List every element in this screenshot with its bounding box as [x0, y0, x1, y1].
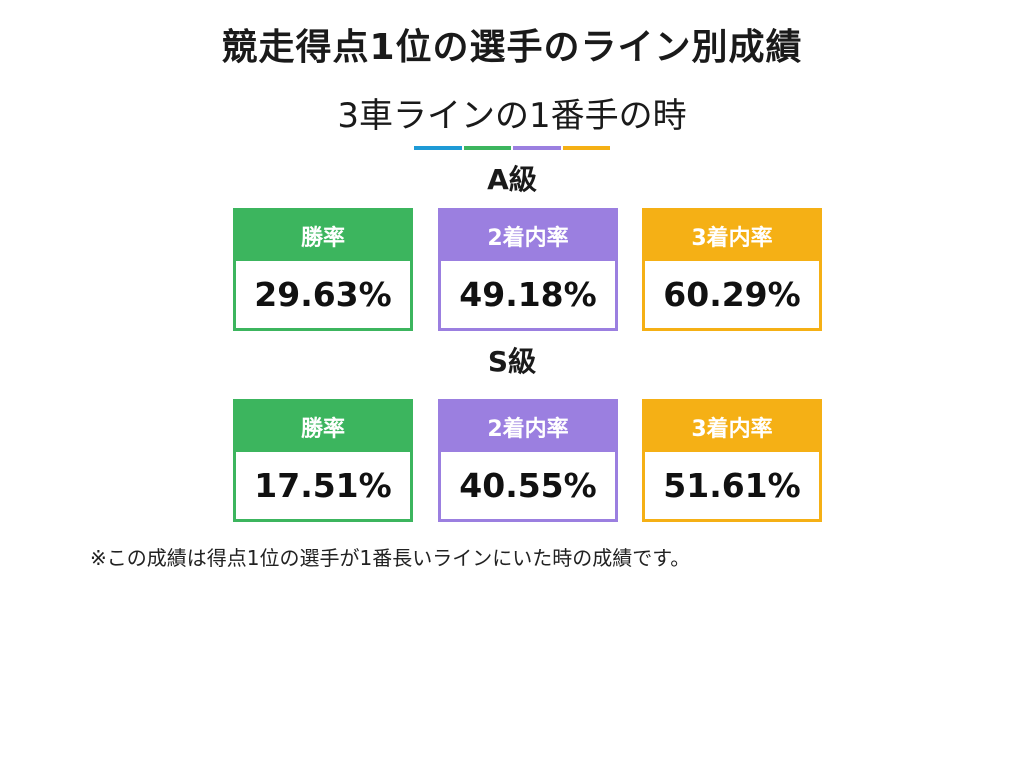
a-class-place2-value: 49.18%	[459, 275, 597, 314]
divider-segment-purple	[513, 146, 561, 150]
divider-segment-blue	[414, 146, 462, 150]
a-class-win-label: 勝率	[236, 211, 410, 261]
s-class-label: S級	[487, 345, 537, 378]
footnote: ※この成績は得点1位の選手が1番長いラインにいた時の成績です。	[90, 546, 691, 570]
a-class-win-card: 勝率 29.63%	[233, 208, 413, 331]
divider-segment-green	[463, 146, 511, 150]
s-class-place3-label: 3着内率	[645, 402, 819, 452]
color-divider	[414, 146, 610, 150]
s-class-win-value: 17.51%	[254, 466, 392, 505]
divider-segment-orange	[562, 146, 610, 150]
s-class-place2-label: 2着内率	[441, 402, 615, 452]
a-class-place3-label: 3着内率	[645, 211, 819, 261]
a-class-place3-value: 60.29%	[663, 275, 801, 314]
s-class-place2-value: 40.55%	[459, 466, 597, 505]
a-class-label: A級	[487, 163, 537, 196]
s-class-win-card: 勝率 17.51%	[233, 399, 413, 522]
a-class-place2-card: 2着内率 49.18%	[438, 208, 618, 331]
s-class-place3-card: 3着内率 51.61%	[642, 399, 822, 522]
s-class-place2-card: 2着内率 40.55%	[438, 399, 618, 522]
s-class-win-label: 勝率	[236, 402, 410, 452]
a-class-win-value: 29.63%	[254, 275, 392, 314]
page-title: 競走得点1位の選手のライン別成績	[221, 27, 803, 68]
a-class-place3-card: 3着内率 60.29%	[642, 208, 822, 331]
a-class-place2-label: 2着内率	[441, 211, 615, 261]
page-subtitle: 3車ラインの1番手の時	[337, 96, 687, 136]
s-class-place3-value: 51.61%	[663, 466, 801, 505]
